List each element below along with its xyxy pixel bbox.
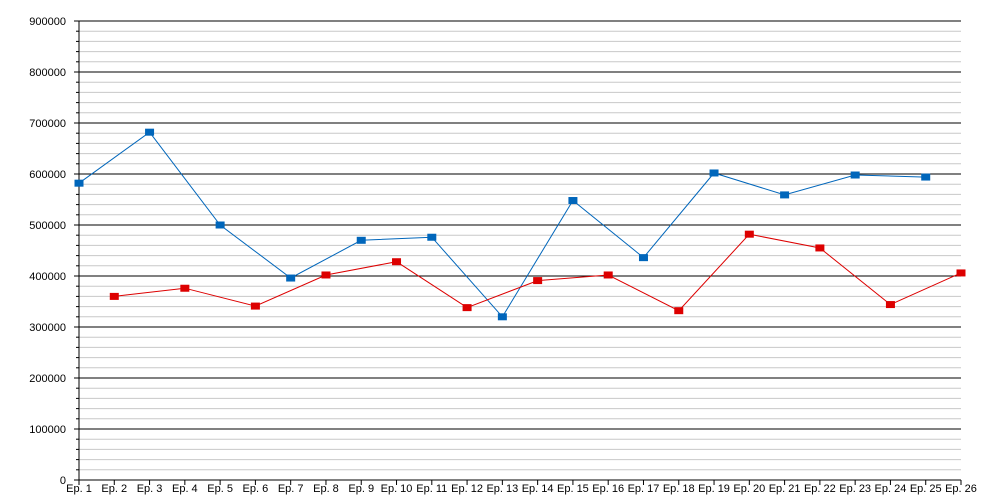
- x-tick-label: Ep. 20: [733, 483, 765, 495]
- x-tick-label: Ep. 12: [451, 483, 483, 495]
- series-2-point: [674, 307, 684, 315]
- x-tick-label: Ep. 18: [663, 483, 695, 495]
- x-tick-label: Ep. 5: [207, 483, 233, 495]
- series-1-point: [638, 254, 648, 262]
- series-2-point: [603, 271, 613, 279]
- x-tick-label: Ep. 10: [381, 483, 413, 495]
- x-tick-label: Ep. 22: [804, 483, 836, 495]
- x-tick-label: Ep. 25: [910, 483, 942, 495]
- x-tick-label: Ep. 9: [348, 483, 374, 495]
- x-tick-label: Ep. 7: [278, 483, 304, 495]
- x-tick-label: Ep. 13: [486, 483, 518, 495]
- series-2-point: [744, 230, 754, 238]
- series-2-point: [462, 304, 472, 312]
- x-tick-label: Ep. 16: [592, 483, 624, 495]
- x-tick-label: Ep. 17: [628, 483, 660, 495]
- x-tick-label: Ep. 4: [172, 483, 198, 495]
- series-1-point: [780, 191, 790, 199]
- series-1-point: [74, 179, 84, 187]
- series-1-point: [709, 169, 719, 177]
- x-tick-label: Ep. 24: [875, 483, 907, 495]
- series-2-point: [180, 284, 190, 292]
- x-tick-label: Ep. 8: [313, 483, 339, 495]
- series-2-point: [885, 301, 895, 309]
- x-tick-label: Ep. 6: [243, 483, 269, 495]
- x-tick-label: Ep. 11: [416, 483, 447, 495]
- y-tick-label: 600000: [29, 169, 66, 181]
- y-tick-label: 300000: [29, 322, 66, 334]
- x-tick-label: Ep. 1: [66, 483, 92, 495]
- x-tick-label: Ep. 14: [522, 483, 554, 495]
- series-1-point: [850, 171, 860, 179]
- series-2-point: [533, 277, 543, 285]
- y-tick-label: 900000: [29, 16, 66, 28]
- y-tick-label: 100000: [29, 424, 66, 436]
- series-2-point: [392, 258, 402, 266]
- y-tick-label: 800000: [29, 67, 66, 79]
- series-2-point: [109, 292, 119, 300]
- series-2-point: [250, 302, 260, 310]
- series-1-point: [356, 236, 366, 244]
- series-2-point: [321, 271, 331, 279]
- series-1-point: [427, 233, 437, 241]
- y-tick-label: 200000: [29, 373, 66, 385]
- x-tick-label: Ep. 23: [839, 483, 871, 495]
- y-tick-label: 500000: [29, 220, 66, 232]
- series-1-point: [215, 221, 225, 229]
- series-1-point: [568, 197, 578, 205]
- y-tick-label: 700000: [29, 118, 66, 130]
- x-tick-label: Ep. 15: [557, 483, 589, 495]
- y-tick-label: 400000: [29, 271, 66, 283]
- x-tick-label: Ep. 21: [769, 483, 801, 495]
- series-1-point: [921, 173, 931, 181]
- x-tick-label: Ep. 3: [137, 483, 163, 495]
- series-2-point: [815, 244, 825, 252]
- x-tick-label: Ep. 2: [101, 483, 127, 495]
- x-tick-label: Ep. 19: [698, 483, 730, 495]
- y-tick-label: 0: [60, 475, 66, 487]
- series-1-point: [286, 274, 296, 282]
- series-1-point: [145, 128, 155, 136]
- series-2-point: [956, 269, 966, 277]
- series-1-point: [497, 313, 507, 321]
- x-tick-label: Ep. 26: [945, 483, 977, 495]
